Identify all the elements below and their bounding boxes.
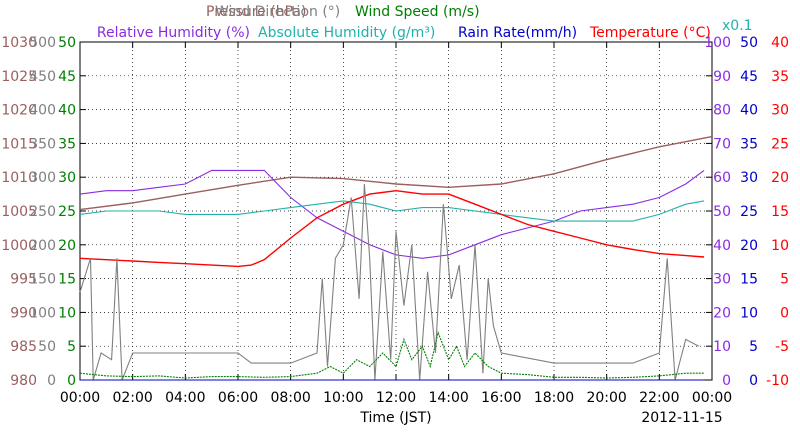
scale-note: x0.1	[722, 18, 753, 34]
temperature-tick: 20	[771, 170, 789, 186]
rain-rate-tick: 10	[740, 305, 758, 321]
temperature-tick: 5	[780, 272, 789, 288]
wind-speed-tick: 40	[58, 103, 76, 119]
temperature-tick: 15	[771, 204, 789, 220]
pressure-tick: 1020	[1, 103, 37, 119]
legend-temperature: Temperature (°C)	[589, 25, 711, 41]
rain-rate-tick: 40	[740, 103, 758, 119]
wind-direction-tick: 350	[29, 136, 56, 152]
pressure-hpa-line	[79, 135, 713, 211]
x-tick-label: 00:00	[60, 390, 100, 406]
wind-speed-tick: 5	[67, 339, 76, 355]
relative-humidity-tick: 50	[713, 204, 731, 220]
absolute-humidity-g-m-line	[79, 200, 705, 222]
x-tick-label: 02:00	[112, 390, 152, 406]
wind-direction-tick: 500	[29, 35, 56, 51]
wind-direction-line	[79, 183, 700, 381]
rain-rate-tick: 35	[740, 136, 758, 152]
relative-humidity-tick: 80	[713, 103, 731, 119]
legend-absolute-humidity: Absolute Humidity (g/m³)	[258, 25, 435, 41]
relative-humidity-line	[79, 169, 705, 259]
rain-rate-tick: 50	[740, 35, 758, 51]
wind-direction-tick: 100	[29, 305, 56, 321]
x-tick-label: 08:00	[270, 390, 310, 406]
x-tick-label: 04:00	[165, 390, 205, 406]
x-tick-label: 16:00	[481, 390, 521, 406]
x-tick-label: 10:00	[323, 390, 363, 406]
temperature-tick: -5	[775, 339, 789, 355]
pressure-tick: 1005	[1, 204, 37, 220]
temperature-tick: 30	[771, 103, 789, 119]
temperature-tick: 40	[771, 35, 789, 51]
relative-humidity-tick: 70	[713, 136, 731, 152]
legend-pressure: Pressure (hPa)	[206, 4, 306, 20]
wind-speed-tick: 25	[58, 204, 76, 220]
wind-speed-tick: 15	[58, 272, 76, 288]
pressure-tick: 995	[10, 272, 37, 288]
relative-humidity-tick: 40	[713, 238, 731, 254]
rain-rate-tick: 0	[749, 373, 758, 389]
x-tick-label: 06:00	[218, 390, 258, 406]
pressure-tick: 990	[10, 305, 37, 321]
x-tick-label: 12:00	[376, 390, 416, 406]
legend-rain-rate: Rain Rate(mm/h)	[458, 25, 577, 41]
rain-rate-tick: 20	[740, 238, 758, 254]
pressure-tick: 1030	[1, 35, 37, 51]
pressure-tick: 985	[10, 339, 37, 355]
legend-wind-speed: Wind Speed (m/s)	[355, 4, 480, 20]
wind-direction-tick: 0	[47, 373, 56, 389]
pressure-tick: 1010	[1, 170, 37, 186]
wind-speed-tick: 45	[58, 69, 76, 85]
rain-rate-tick: 5	[749, 339, 758, 355]
temperature-tick: 25	[771, 136, 789, 152]
pressure-tick: 1000	[1, 238, 37, 254]
wind-direction-tick: 450	[29, 69, 56, 85]
wind-speed-tick: 0	[67, 373, 76, 389]
date-label: 2012-11-15	[641, 410, 722, 426]
wind-speed-m-s-line	[79, 330, 705, 379]
x-tick-label: 00:00	[692, 390, 732, 406]
rain-rate-tick: 45	[740, 69, 758, 85]
x-tick-label: 20:00	[586, 390, 626, 406]
wind-direction-tick: 150	[29, 272, 56, 288]
wind-speed-tick: 10	[58, 305, 76, 321]
wind-direction-tick: 250	[29, 204, 56, 220]
wind-speed-tick: 20	[58, 238, 76, 254]
x-axis-title: Time (JST)	[359, 410, 431, 426]
relative-humidity-tick: 100	[704, 35, 731, 51]
temperature-tick: 35	[771, 69, 789, 85]
x-tick-label: 22:00	[639, 390, 679, 406]
rain-rate-tick: 25	[740, 204, 758, 220]
wind-speed-tick: 35	[58, 136, 76, 152]
axis-tick-labels: 1030102510201015101010051000995990985980…	[1, 35, 789, 406]
legend-wind-direction: Wind Direction (°)	[215, 4, 340, 20]
relative-humidity-tick: 0	[722, 373, 731, 389]
wind-direction-tick: 200	[29, 238, 56, 254]
relative-humidity-tick: 10	[713, 339, 731, 355]
wind-direction-tick: 400	[29, 103, 56, 119]
relative-humidity-tick: 30	[713, 272, 731, 288]
x-tick-label: 18:00	[534, 390, 574, 406]
pressure-tick: 980	[10, 373, 37, 389]
x-tick-label: 14:00	[428, 390, 468, 406]
temperature-tick: -10	[766, 373, 789, 389]
relative-humidity-tick: 60	[713, 170, 731, 186]
wind-speed-tick: 50	[58, 35, 76, 51]
temperature-c-line	[79, 189, 705, 268]
relative-humidity-tick: 20	[713, 305, 731, 321]
temperature-tick: 0	[780, 305, 789, 321]
wind-direction-tick: 50	[38, 339, 56, 355]
legend-relative-humidity: Relative Humidity (%)	[97, 25, 250, 41]
series-layer	[79, 135, 713, 381]
pressure-tick: 1015	[1, 136, 37, 152]
rain-rate-tick: 30	[740, 170, 758, 186]
temperature-tick: 10	[771, 238, 789, 254]
pressure-tick: 1025	[1, 69, 37, 85]
relative-humidity-tick: 90	[713, 69, 731, 85]
wind-speed-tick: 30	[58, 170, 76, 186]
wind-direction-tick: 300	[29, 170, 56, 186]
rain-rate-tick: 15	[740, 272, 758, 288]
